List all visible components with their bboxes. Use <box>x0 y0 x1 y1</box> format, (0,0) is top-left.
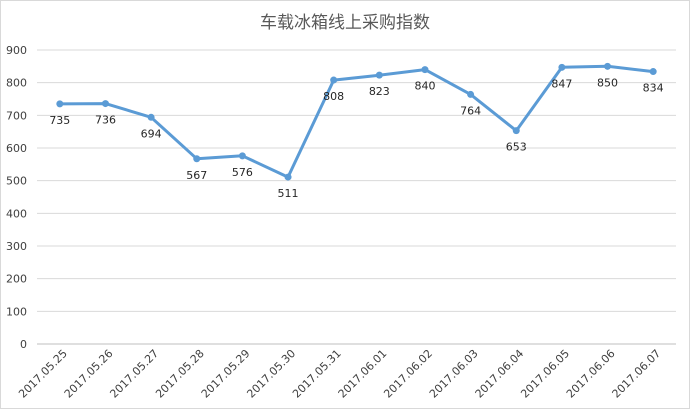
y-tick-label: 900 <box>6 44 27 57</box>
y-tick-label: 0 <box>20 338 27 351</box>
data-point <box>604 62 612 70</box>
data-label: 576 <box>232 166 253 179</box>
data-points <box>56 62 657 181</box>
data-label: 736 <box>95 114 116 127</box>
y-tick-label: 800 <box>6 77 27 90</box>
data-label: 764 <box>460 104 481 117</box>
y-tick-label: 200 <box>6 273 27 286</box>
data-point <box>330 76 338 84</box>
data-label: 840 <box>414 80 435 93</box>
data-point <box>284 173 292 181</box>
y-tick-label: 600 <box>6 142 27 155</box>
data-labels: 735 736 694 567 576 511 808 823 840 764 653 847 850 8… <box>49 76 663 200</box>
y-tick-label: 300 <box>6 240 27 253</box>
data-label: 823 <box>369 85 390 98</box>
chart-title: 车载冰箱线上采购指数 <box>260 13 430 33</box>
x-tick-label: 2017.06.07 <box>610 347 664 401</box>
data-label: 511 <box>278 187 299 200</box>
gridlines <box>37 49 676 345</box>
data-label: 834 <box>643 82 664 95</box>
data-point <box>147 113 155 121</box>
data-point <box>512 127 520 135</box>
data-point <box>193 155 201 163</box>
data-point <box>558 63 566 71</box>
data-point <box>649 68 657 76</box>
data-point <box>467 90 475 98</box>
series-line <box>58 64 655 179</box>
data-label: 735 <box>49 114 70 127</box>
y-tick-label: 500 <box>6 175 27 188</box>
data-point <box>56 100 64 108</box>
data-point <box>375 71 383 79</box>
data-point <box>421 66 429 74</box>
data-label: 847 <box>551 77 572 90</box>
series-line-path <box>58 64 655 179</box>
data-label: 850 <box>597 76 618 89</box>
y-tick-label: 100 <box>6 305 27 318</box>
data-point <box>238 152 246 160</box>
data-point <box>101 100 109 108</box>
x-axis-ticks: 2017.05.252017.05.262017.05.272017.05.28… <box>16 347 663 401</box>
y-tick-label: 400 <box>6 207 27 220</box>
y-tick-label: 700 <box>6 109 27 122</box>
data-label: 694 <box>141 127 162 140</box>
data-label: 808 <box>323 90 344 103</box>
y-axis-ticks: 0 100 200 300 400 500 600 700 800 900 <box>6 44 27 351</box>
data-label: 653 <box>506 141 527 154</box>
data-label: 567 <box>186 169 207 182</box>
